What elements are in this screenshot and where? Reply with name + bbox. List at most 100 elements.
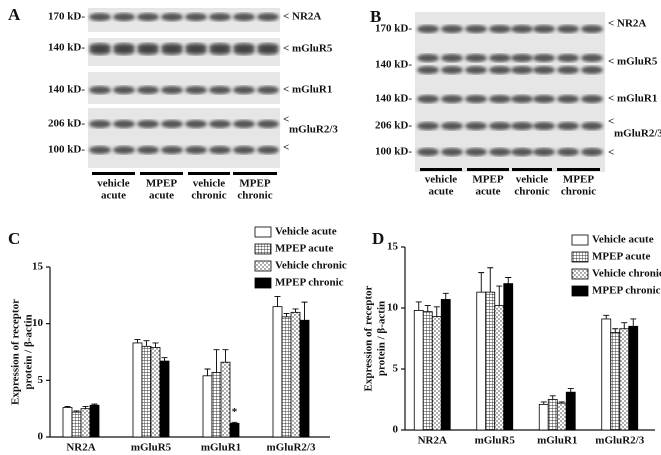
error-bar	[549, 395, 556, 400]
blot-band	[209, 13, 231, 21]
error-bar	[301, 301, 308, 321]
error-bar	[567, 388, 574, 393]
blot-band	[161, 13, 183, 21]
error-bar	[540, 401, 547, 405]
blot-band	[185, 13, 207, 21]
blot-band	[161, 120, 183, 128]
legend-swatch	[254, 243, 272, 255]
blot-band	[233, 146, 255, 154]
blot-band	[511, 148, 533, 156]
error-bar	[558, 401, 565, 404]
lane-label: vehicle	[193, 178, 225, 190]
y-tick-label: 10	[387, 302, 399, 314]
error-bar	[204, 368, 211, 376]
blot-band	[417, 95, 439, 103]
blot-band	[465, 148, 487, 156]
lane-bar	[188, 172, 230, 175]
legend-label: MPEP acute	[592, 251, 650, 263]
blot-strip	[88, 108, 280, 168]
legend-swatch	[254, 277, 272, 289]
blot-band	[185, 146, 207, 154]
blot-band	[89, 13, 111, 21]
bar	[422, 311, 433, 431]
blot-band	[557, 54, 579, 62]
blot-band	[257, 146, 279, 154]
lane-label: chronic	[191, 190, 226, 202]
y-axis-label: protein / β-actin	[23, 314, 35, 389]
blot-band	[465, 95, 487, 103]
marker-label: 140 kD-	[375, 59, 412, 71]
y-axis-label: protein / β-actin	[376, 301, 388, 376]
lane-label: chronic	[561, 186, 596, 198]
error-bar	[161, 357, 168, 362]
lane-label: MPEP	[146, 178, 177, 190]
blot-band	[161, 86, 183, 94]
lane-bar	[512, 168, 552, 171]
blot-band	[113, 146, 135, 154]
annotation: *	[232, 406, 238, 418]
legend-swatch	[571, 285, 589, 297]
bar	[556, 402, 567, 431]
blot-band	[511, 122, 533, 130]
bar	[141, 345, 152, 438]
blot-band	[417, 25, 439, 33]
lane-bar	[557, 168, 600, 171]
legend-swatch	[254, 226, 272, 238]
lane-label: vehicle	[425, 174, 457, 186]
marker-label: 140 kD-	[375, 93, 412, 105]
error-bar	[231, 421, 238, 424]
band-label: < mGluR5	[283, 43, 333, 55]
bar	[132, 342, 143, 438]
blot-band	[417, 148, 439, 156]
band-label: < NR2A	[283, 11, 321, 23]
lane-label: MPEP	[472, 174, 503, 186]
bar	[71, 411, 82, 438]
error-bar	[73, 410, 80, 413]
band-label: < NR2A	[608, 18, 646, 30]
error-bar	[213, 349, 220, 373]
blot-band	[137, 146, 159, 154]
blot-band	[113, 120, 135, 128]
bar	[229, 422, 240, 438]
marker-label: 170 kD-	[48, 11, 85, 23]
blot-band	[581, 54, 603, 62]
blot-band	[465, 25, 487, 33]
panel-label: C	[8, 229, 20, 248]
band-label: <	[283, 114, 289, 126]
legend-label: Vehicle chronic	[275, 260, 347, 272]
blot-band	[581, 66, 603, 74]
error-bar	[487, 267, 494, 293]
blot-band	[113, 13, 135, 21]
band-label: <	[608, 116, 614, 128]
marker-label: 206 kD-	[375, 120, 412, 132]
band-label: < mGluR5	[608, 56, 658, 68]
band-label: mGluR2/3	[289, 124, 338, 136]
blot-band	[209, 120, 231, 128]
bar	[601, 318, 612, 431]
blot-band	[557, 95, 579, 103]
error-bar	[415, 301, 422, 311]
blot-band	[161, 47, 183, 55]
panel-label: D	[372, 229, 384, 248]
blot-band	[89, 47, 111, 55]
blot-band	[511, 95, 533, 103]
bar	[503, 283, 514, 431]
blot-strip	[415, 12, 605, 172]
lane-label: acute	[428, 186, 453, 198]
legend-swatch	[254, 260, 272, 272]
marker-label: 100 kD-	[375, 146, 412, 158]
lane-bar	[467, 168, 509, 171]
bar	[565, 391, 576, 431]
legend-label: MPEP chronic	[275, 277, 344, 289]
bar	[290, 311, 301, 438]
blot-band	[533, 25, 555, 33]
blot-band	[489, 122, 511, 130]
blot-band	[233, 86, 255, 94]
blot-band	[257, 13, 279, 21]
blot-band	[511, 54, 533, 62]
x-tick-label: mGluR1	[201, 442, 241, 454]
blot-band	[209, 47, 231, 55]
blot-band	[489, 25, 511, 33]
error-bar	[424, 305, 431, 312]
